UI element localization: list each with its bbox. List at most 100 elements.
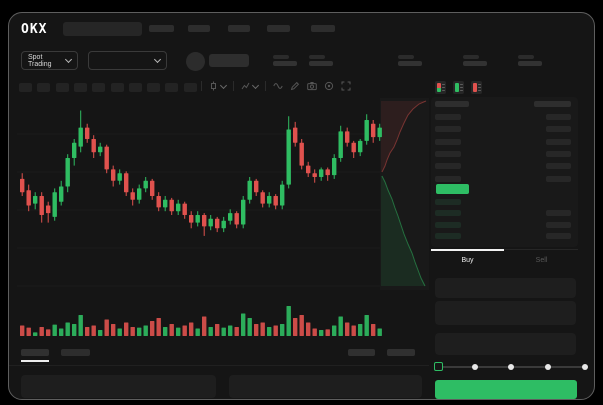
ask-amount-placeholder: [546, 151, 571, 157]
depth-profile: [380, 98, 429, 290]
pair-selector-dropdown[interactable]: [88, 51, 167, 70]
orders-action-placeholder[interactable]: [348, 349, 375, 356]
bid-price-placeholder[interactable]: [435, 233, 461, 239]
stat-label-placeholder: [309, 55, 325, 59]
timeframe-button-placeholder[interactable]: [37, 83, 51, 92]
pair-coin-icon: [186, 52, 205, 71]
bid-amount-placeholder: [546, 233, 571, 239]
slider-stop-dot[interactable]: [508, 364, 514, 370]
book-header-amount-placeholder: [534, 101, 571, 107]
ask-amount-placeholder: [546, 114, 571, 120]
candle-style-dropdown[interactable]: [209, 81, 228, 91]
ask-price-placeholder[interactable]: [435, 126, 461, 132]
timeframe-button-placeholder[interactable]: [128, 83, 142, 92]
buy-submit-button[interactable]: [435, 380, 577, 399]
stat-value-placeholder: [518, 61, 542, 66]
icon-line: [460, 83, 463, 85]
last-price-bar[interactable]: [436, 184, 469, 194]
bid-amount-placeholder: [546, 210, 571, 216]
okx-logo[interactable]: OKX: [21, 22, 48, 37]
nav-menu-item-placeholder[interactable]: [228, 25, 250, 32]
orders-table-placeholder: [21, 375, 216, 398]
bid-price-placeholder[interactable]: [435, 210, 461, 216]
nav-menu-item-placeholder[interactable]: [149, 25, 174, 32]
slider-stop-dot[interactable]: [582, 364, 588, 370]
candlestick-chart[interactable]: [9, 13, 595, 400]
amount-slider-handle[interactable]: [434, 362, 443, 371]
stat-label-placeholder: [518, 55, 534, 59]
search-input[interactable]: [63, 22, 142, 36]
bid-price-placeholder[interactable]: [435, 222, 461, 228]
ask-price-placeholder[interactable]: [435, 176, 461, 182]
ask-amount-placeholder: [546, 139, 571, 145]
ask-price-placeholder[interactable]: [435, 151, 461, 157]
divider: [265, 81, 266, 91]
nav-menu-item-placeholder[interactable]: [311, 25, 335, 32]
timeframe-button-placeholder[interactable]: [19, 83, 32, 92]
stat-label-placeholder: [273, 55, 289, 59]
orders-tab-placeholder[interactable]: [61, 349, 90, 356]
icon-line: [478, 86, 481, 88]
ask-price-placeholder[interactable]: [435, 114, 461, 120]
icon-line: [442, 89, 445, 91]
bid-amount-placeholder: [546, 222, 571, 228]
indicator-dropdown[interactable]: [241, 81, 260, 91]
icon-line: [460, 86, 463, 88]
okx-app-window: OKX Spot Trading: [8, 12, 595, 400]
slider-stop-dot[interactable]: [545, 364, 551, 370]
draw-tool-icon[interactable]: [290, 81, 300, 91]
orders-table-placeholder: [229, 375, 422, 398]
ticker-stat-placeholder: [398, 55, 422, 66]
seg-ask: [437, 83, 441, 88]
ticker-stat-placeholder: [518, 55, 542, 66]
price-input[interactable]: [435, 278, 576, 298]
ask-price-placeholder[interactable]: [435, 163, 461, 169]
icon-line: [478, 89, 481, 91]
combined-book-icon[interactable]: [435, 81, 446, 94]
slider-stop-dot[interactable]: [472, 364, 478, 370]
tab-buy[interactable]: Buy: [461, 257, 474, 264]
candle-style-icon: [211, 81, 216, 91]
ask-amount-placeholder: [546, 126, 571, 132]
total-input[interactable]: [435, 333, 576, 355]
orders-action-placeholder[interactable]: [387, 349, 415, 356]
settings-icon[interactable]: [324, 81, 334, 91]
bids-only-icon[interactable]: [453, 81, 464, 94]
book-header-price-placeholder: [435, 101, 469, 107]
bid-price-placeholder[interactable]: [435, 199, 461, 205]
seg-bid: [437, 87, 441, 92]
asks-only-icon[interactable]: [471, 81, 482, 94]
ticker-stat-placeholder: [309, 55, 333, 66]
icon-line: [442, 83, 445, 85]
nav-menu-item-placeholder[interactable]: [188, 25, 210, 32]
timeframe-button-placeholder[interactable]: [110, 83, 124, 92]
ticker-stat-placeholder: [463, 55, 487, 66]
line-tool-icon[interactable]: [273, 81, 283, 91]
orders-tab-active-placeholder[interactable]: [21, 349, 49, 356]
market-type-label: Spot Trading: [28, 53, 52, 68]
screenshot-camera-icon[interactable]: [307, 81, 317, 91]
buy-sell-tabs: Buy Sell: [431, 249, 578, 274]
amount-input[interactable]: [435, 301, 576, 325]
nav-menu-item-placeholder[interactable]: [267, 25, 290, 32]
timeframe-button-placeholder[interactable]: [55, 83, 69, 92]
timeframe-button-placeholder[interactable]: [147, 83, 161, 92]
pair-name-placeholder: [209, 54, 249, 67]
timeframe-button-placeholder[interactable]: [165, 83, 179, 92]
timeframe-button-placeholder[interactable]: [92, 83, 106, 92]
stat-label-placeholder: [463, 55, 479, 59]
fullscreen-icon[interactable]: [341, 81, 351, 91]
chart-toolbar: [201, 79, 351, 93]
timeframe-button-placeholder[interactable]: [183, 83, 197, 92]
ask-price-placeholder[interactable]: [435, 139, 461, 145]
stat-value-placeholder: [398, 61, 422, 66]
icon-color-column: [455, 83, 459, 92]
timeframe-button-placeholder[interactable]: [73, 83, 87, 92]
candles: [20, 110, 382, 236]
buy-tab-indicator: [431, 249, 504, 251]
tab-sell[interactable]: Sell: [535, 257, 548, 264]
market-type-dropdown[interactable]: Spot Trading: [21, 51, 78, 70]
icon-color-column: [473, 83, 477, 92]
ask-amount-placeholder: [546, 163, 571, 169]
indicator-icon: [241, 82, 250, 90]
